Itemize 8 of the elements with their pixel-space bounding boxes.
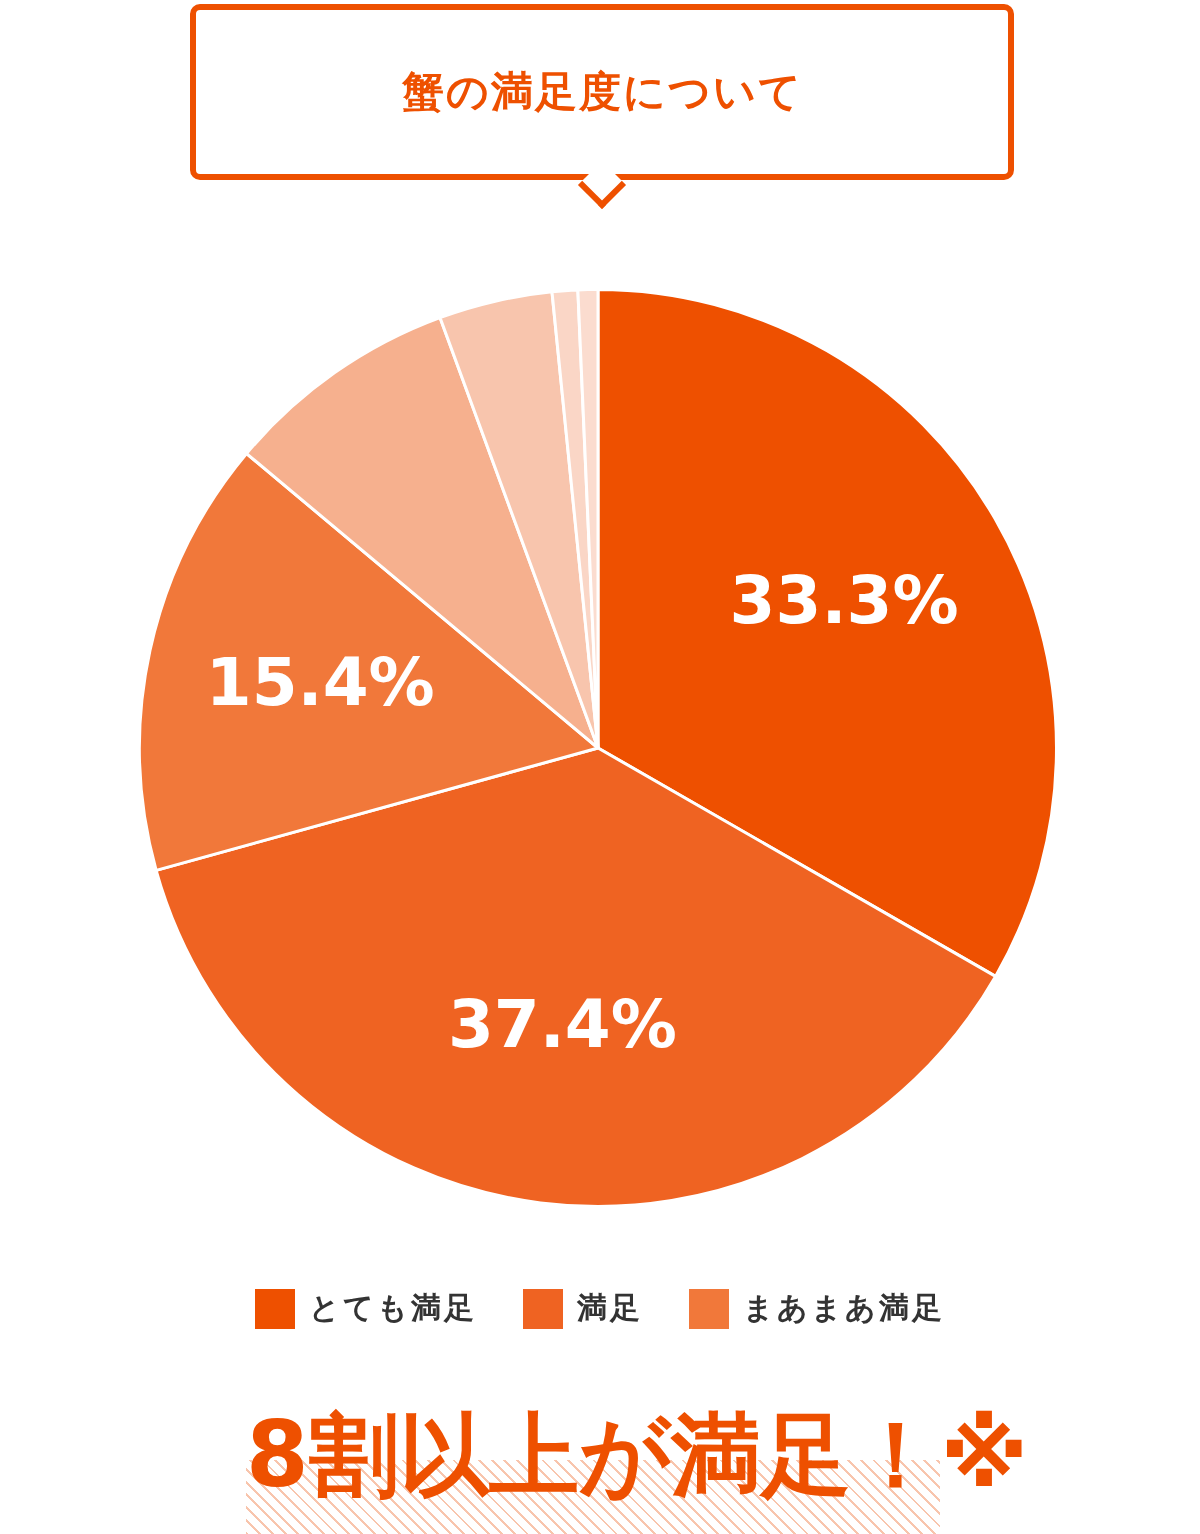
chart-title: 蟹の満足度について xyxy=(190,4,1014,180)
text: 8割以上が満足！※ xyxy=(246,1401,1029,1509)
legend-label: 満足 xyxy=(577,1289,643,1327)
data-label: 15.4% xyxy=(205,643,435,721)
legend-label: まあまあ満足 xyxy=(743,1289,945,1327)
data-label: 33.3% xyxy=(729,561,959,639)
legend-label: とても満足 xyxy=(309,1289,477,1327)
data-label: 37.4% xyxy=(447,986,677,1064)
